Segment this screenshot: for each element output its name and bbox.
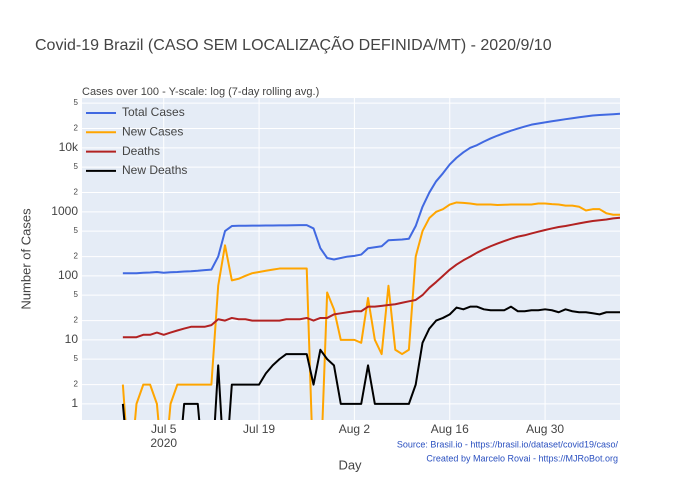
legend-label: New Cases [122, 124, 183, 138]
series-line [121, 201, 620, 420]
x-tick-label: Jul 19 [243, 422, 275, 436]
y-tick-label: 2 [74, 380, 79, 389]
series-line [122, 112, 620, 275]
y-tick-label: 2 [74, 124, 79, 133]
x-tick-label: Aug 30 [526, 422, 564, 436]
source-note: Source: Brasil.io - https://brasil.io/da… [397, 439, 619, 449]
lines [121, 112, 620, 420]
y-tick-label: 2 [74, 188, 79, 197]
credit-note: Created by Marcelo Rovai - https://MJRoB… [426, 453, 618, 463]
x-tick-label: Aug 16 [431, 422, 469, 436]
x-tick-label-line: 2020 [150, 436, 177, 450]
grid [82, 98, 620, 420]
y-tick-label: 10k [59, 140, 79, 154]
y-tick-label: 10 [65, 332, 79, 346]
x-tick-label: Jul 5 2020 [150, 422, 177, 450]
y-tick-label: 5 [74, 290, 79, 299]
y-tick-label: 2 [74, 316, 79, 325]
x-tick-label: Aug 2 [339, 422, 371, 436]
legend-label: Total Cases [122, 105, 185, 119]
legend-label: New Deaths [122, 163, 187, 177]
x-tick-label-line: Jul 5 [151, 422, 177, 436]
series-line [122, 216, 620, 339]
legend: Total Cases New Cases Deaths New Deaths [86, 105, 187, 177]
y-tick-label: 5 [74, 98, 79, 107]
y-tick-label: 5 [74, 226, 79, 235]
x-axis-title: Day [338, 457, 362, 472]
y-tick-label: 100 [58, 268, 78, 282]
y-tick-label: 2 [74, 252, 79, 261]
plot-background [82, 98, 620, 420]
legend-label: Deaths [122, 144, 160, 158]
chart-subtitle: Cases over 100 - Y-scale: log (7-day rol… [82, 86, 319, 98]
y-tick-label: 1000 [51, 204, 78, 218]
y-tick-label: 1 [71, 396, 78, 410]
chart-title: Covid-19 Brazil (CASO SEM LOCALIZAÇÃO DE… [35, 34, 552, 54]
series-line [121, 305, 620, 420]
y-axis-title: Number of Cases [18, 208, 33, 310]
y-tick-label: 5 [74, 354, 79, 363]
y-tick-label: 5 [74, 162, 79, 171]
